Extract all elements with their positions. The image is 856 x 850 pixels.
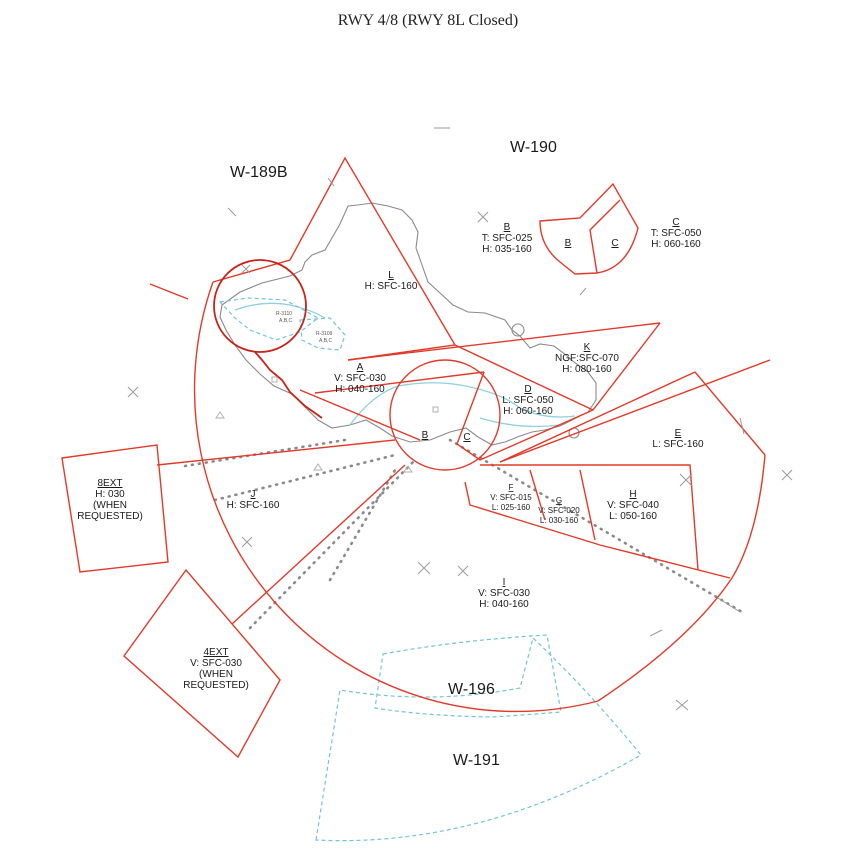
- sector-f-line2: L: 025-160: [492, 503, 531, 512]
- sector-i-line: [299, 389, 421, 441]
- sector-l-letter: L: [388, 270, 394, 281]
- sector-4ext-line3: REQUESTED): [183, 680, 249, 691]
- sector-g-line2: L: 030-160: [540, 516, 579, 525]
- waterway-west: [234, 302, 326, 319]
- r3110-sub: A,B,C: [279, 318, 292, 324]
- outer-arc-east: [597, 454, 766, 702]
- approach-path-southeast: [448, 438, 744, 614]
- outer-class-c-arc: [193, 281, 599, 713]
- sector-a-line2: H: 040-160: [335, 384, 385, 395]
- sector-f-line1: V: SFC-015: [490, 493, 532, 502]
- sector-b-inner-letter: B: [422, 430, 429, 441]
- sector-f-g-divider: [529, 469, 546, 521]
- approach-path-sw: [213, 453, 397, 502]
- sector-fgh-boundary: [464, 481, 731, 579]
- 8ext-box: [61, 444, 169, 573]
- sector-j-letter: J: [251, 489, 256, 500]
- sector-g-h-divider: [579, 469, 596, 541]
- restricted-boundary-south: [254, 351, 323, 419]
- sector-b-north-line1: T: SFC-025: [482, 233, 533, 244]
- sector-d-letter: D: [524, 384, 531, 395]
- approach-path-west: [183, 438, 347, 468]
- sector-c-north-line2: H: 060-160: [651, 239, 701, 250]
- sector-a-line1: V: SFC-030: [334, 373, 386, 384]
- sector-e-line1: L: SFC-160: [652, 439, 704, 450]
- w191-boundary: [315, 636, 642, 842]
- sector-i-letter: I: [503, 577, 506, 588]
- sector-4ext-line2: (WHEN: [199, 669, 233, 680]
- sector-j-line1: H: SFC-160: [227, 500, 280, 511]
- sector-8ext-letter: 8EXT: [97, 478, 122, 489]
- sector-c-north-line1: T: SFC-050: [651, 228, 702, 239]
- 4ext-box: [123, 568, 281, 759]
- sector-h-line2: L: 050-160: [609, 511, 657, 522]
- sector-b-north-box-letter: B: [565, 238, 572, 249]
- w196-label: W-196: [448, 681, 495, 698]
- page-title: RWY 4/8 (RWY 8L Closed): [337, 12, 519, 29]
- sector-k-line2: H: 080-160: [562, 364, 612, 375]
- navaid-marks: [127, 127, 793, 711]
- east-edge: [694, 371, 766, 456]
- sector-8ext-line1: H: 030: [95, 489, 125, 500]
- sector-east-diagonal: [499, 359, 771, 463]
- w196-boundary: [374, 634, 562, 718]
- waterway-east: [479, 417, 561, 428]
- sector-d-line2: H: 060-160: [503, 406, 553, 417]
- sector-i-line2: H: 040-160: [479, 599, 529, 610]
- sector-k-letter: K: [584, 342, 591, 353]
- sector-a-line: [454, 344, 594, 411]
- sector-b-north-line2: H: 035-160: [482, 244, 532, 255]
- sector-e-letter: E: [675, 428, 682, 439]
- sector-a-lower-line: [314, 371, 485, 394]
- sector-fgh-top: [480, 464, 699, 571]
- sector-i-line1: V: SFC-030: [478, 588, 530, 599]
- sector-d-boundary: [456, 371, 594, 461]
- island-coastline: [219, 202, 597, 446]
- sector-g-line1: V: SFC-020: [538, 506, 580, 515]
- w190-label: W-190: [510, 139, 557, 156]
- waterway: [349, 382, 576, 426]
- sector-c-north-letter: C: [672, 217, 679, 228]
- sector-h-line1: V: SFC-040: [607, 500, 659, 511]
- sector-k-north-line: [347, 322, 661, 361]
- sector-j-south-line: [231, 464, 406, 625]
- crater-ring: [511, 323, 525, 337]
- sector-g-letter: G: [556, 496, 562, 505]
- sector-d-line1: L: SFC-050: [502, 395, 554, 406]
- north-bc-divider: [589, 199, 621, 274]
- sector-8ext-line2: (WHEN: [93, 500, 127, 511]
- sector-l-line1: H: SFC-160: [365, 281, 418, 292]
- north-bc-sector: [539, 182, 639, 275]
- approach-path-south-center: [328, 468, 397, 582]
- sector-h-letter: H: [629, 489, 636, 500]
- r3109-label: R-3109: [316, 331, 333, 337]
- w189b-label: W-189B: [230, 164, 288, 181]
- sector-8ext-line3: REQUESTED): [77, 511, 143, 522]
- northwest-spur: [149, 283, 189, 300]
- inner-circle-airport: [389, 359, 501, 471]
- sector-a-letter: A: [357, 362, 364, 373]
- r3110-label: R-3110: [276, 311, 292, 317]
- mountain-markers: [215, 376, 439, 473]
- sector-f-letter: F: [509, 483, 514, 492]
- sector-c-inner-letter: C: [463, 432, 470, 443]
- sector-b-north-letter: B: [504, 222, 511, 233]
- sector-c-north-box-letter: C: [611, 238, 618, 249]
- sector-j-west-line: [156, 439, 396, 466]
- approach-path-south: [248, 458, 417, 630]
- sector-4ext-line1: V: SFC-030: [190, 658, 242, 669]
- w189b-wedge: [212, 156, 457, 361]
- inner-circle-northwest: [213, 259, 307, 353]
- r3109-boundary: [299, 317, 346, 351]
- sector-e-line: [499, 371, 696, 463]
- sector-k-east-line: [592, 322, 661, 411]
- w191-label: W-191: [453, 752, 500, 769]
- sector-k-line1: NGF:SFC-070: [555, 353, 619, 364]
- r3110-boundary: [218, 297, 320, 341]
- sector-4ext-letter: 4EXT: [203, 647, 228, 658]
- r3109-sub: A,B,C: [319, 338, 332, 344]
